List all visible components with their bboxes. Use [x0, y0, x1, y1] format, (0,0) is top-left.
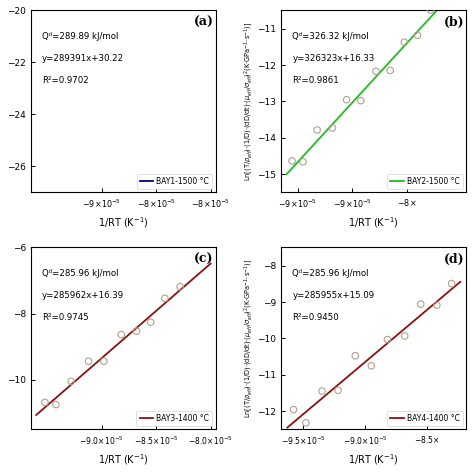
- Point: [299, 158, 307, 165]
- Point: [414, 31, 421, 39]
- BAY2-1500 °C: [294, 160, 300, 165]
- Point: [313, 126, 321, 134]
- Text: R²=0.9450: R²=0.9450: [292, 313, 339, 322]
- BAY3-1400 °C: [66, 384, 72, 390]
- Point: [318, 387, 326, 395]
- Point: [367, 362, 375, 370]
- Text: (b): (b): [444, 16, 465, 29]
- Point: [372, 67, 380, 75]
- BAY4-1400 °C: [292, 419, 297, 425]
- Point: [357, 97, 365, 104]
- BAY3-1400 °C: [80, 372, 85, 377]
- Text: y=326323x+16.33: y=326323x+16.33: [292, 54, 374, 63]
- BAY4-1400 °C: [284, 425, 290, 430]
- Y-axis label: Ln[(T/$\rho_{eff}$)$\cdot$(1/D)$\cdot$(dD/dt)$\cdot$($\mu_{eff}$/$\sigma_{eff}$): Ln[(T/$\rho_{eff}$)$\cdot$(1/D)$\cdot$(d…: [242, 22, 255, 181]
- Point: [383, 336, 391, 343]
- BAY4-1400 °C: [330, 386, 336, 392]
- BAY3-1400 °C: [199, 268, 205, 274]
- Point: [433, 301, 441, 309]
- Text: y=285962x+16.39: y=285962x+16.39: [42, 291, 124, 300]
- BAY4-1400 °C: [295, 416, 301, 421]
- Legend: BAY3-1400 °C: BAY3-1400 °C: [137, 410, 212, 426]
- Legend: BAY4-1400 °C: BAY4-1400 °C: [387, 410, 463, 426]
- Point: [417, 301, 425, 308]
- Point: [427, 6, 434, 14]
- Point: [288, 157, 296, 164]
- Legend: BAY2-1500 °C: BAY2-1500 °C: [387, 173, 463, 189]
- Point: [302, 419, 310, 427]
- Text: y=289391x+30.22: y=289391x+30.22: [42, 54, 124, 63]
- Point: [176, 283, 184, 291]
- Legend: BAY1-1500 °C: BAY1-1500 °C: [137, 173, 212, 189]
- BAY2-1500 °C: [330, 121, 336, 127]
- BAY4-1400 °C: [443, 292, 448, 297]
- Point: [100, 357, 108, 365]
- Text: Qᵈ=285.96 kJ/mol: Qᵈ=285.96 kJ/mol: [42, 269, 118, 278]
- Point: [161, 294, 169, 302]
- Text: R²=0.9745: R²=0.9745: [42, 313, 89, 322]
- X-axis label: 1/RT (K$^{-1}$): 1/RT (K$^{-1}$): [348, 452, 399, 467]
- Point: [401, 38, 408, 46]
- Point: [448, 280, 456, 287]
- Line: BAY2-1500 °C: BAY2-1500 °C: [287, 0, 461, 174]
- Point: [328, 124, 336, 132]
- Point: [133, 328, 140, 335]
- Point: [41, 399, 49, 406]
- BAY4-1400 °C: [317, 398, 322, 403]
- BAY3-1400 °C: [193, 273, 199, 279]
- X-axis label: 1/RT (K$^{-1}$): 1/RT (K$^{-1}$): [348, 215, 399, 230]
- Point: [343, 96, 350, 103]
- Text: (a): (a): [194, 16, 214, 29]
- Text: (c): (c): [194, 253, 213, 266]
- X-axis label: 1/RT (K$^{-1}$): 1/RT (K$^{-1}$): [98, 452, 149, 467]
- Point: [352, 352, 359, 359]
- BAY2-1500 °C: [443, 0, 449, 3]
- Point: [85, 357, 92, 365]
- Point: [118, 331, 125, 338]
- BAY2-1500 °C: [291, 164, 297, 169]
- BAY3-1400 °C: [33, 412, 39, 418]
- X-axis label: 1/RT (K$^{-1}$): 1/RT (K$^{-1}$): [98, 215, 149, 230]
- Text: R²=0.9702: R²=0.9702: [42, 76, 89, 85]
- BAY2-1500 °C: [316, 136, 322, 142]
- Point: [386, 67, 394, 74]
- Text: R²=0.9861: R²=0.9861: [292, 76, 339, 85]
- BAY3-1400 °C: [40, 406, 46, 412]
- Text: Qᵈ=289.89 kJ/mol: Qᵈ=289.89 kJ/mol: [42, 32, 118, 41]
- Point: [147, 319, 155, 326]
- Point: [401, 332, 409, 340]
- BAY3-1400 °C: [44, 403, 50, 409]
- BAY4-1400 °C: [457, 279, 463, 285]
- Y-axis label: Ln[(T/$\rho_{eff}$)$\cdot$(1/D)$\cdot$(dD/dt)$\cdot$($\mu_{eff}$/$\sigma_{eff}$): Ln[(T/$\rho_{eff}$)$\cdot$(1/D)$\cdot$(d…: [242, 259, 255, 418]
- Text: (d): (d): [444, 253, 465, 266]
- Line: BAY4-1400 °C: BAY4-1400 °C: [287, 282, 460, 428]
- Point: [290, 406, 297, 413]
- Point: [67, 378, 75, 385]
- BAY2-1500 °C: [284, 171, 290, 177]
- Text: Qᵈ=285.96 kJ/mol: Qᵈ=285.96 kJ/mol: [292, 269, 369, 278]
- BAY3-1400 °C: [208, 261, 213, 266]
- Line: BAY3-1400 °C: BAY3-1400 °C: [36, 264, 210, 415]
- Point: [52, 401, 60, 408]
- Text: Qᵈ=326.32 kJ/mol: Qᵈ=326.32 kJ/mol: [292, 32, 369, 41]
- BAY4-1400 °C: [449, 286, 455, 292]
- Text: y=285955x+15.09: y=285955x+15.09: [292, 291, 374, 300]
- Point: [334, 386, 342, 394]
